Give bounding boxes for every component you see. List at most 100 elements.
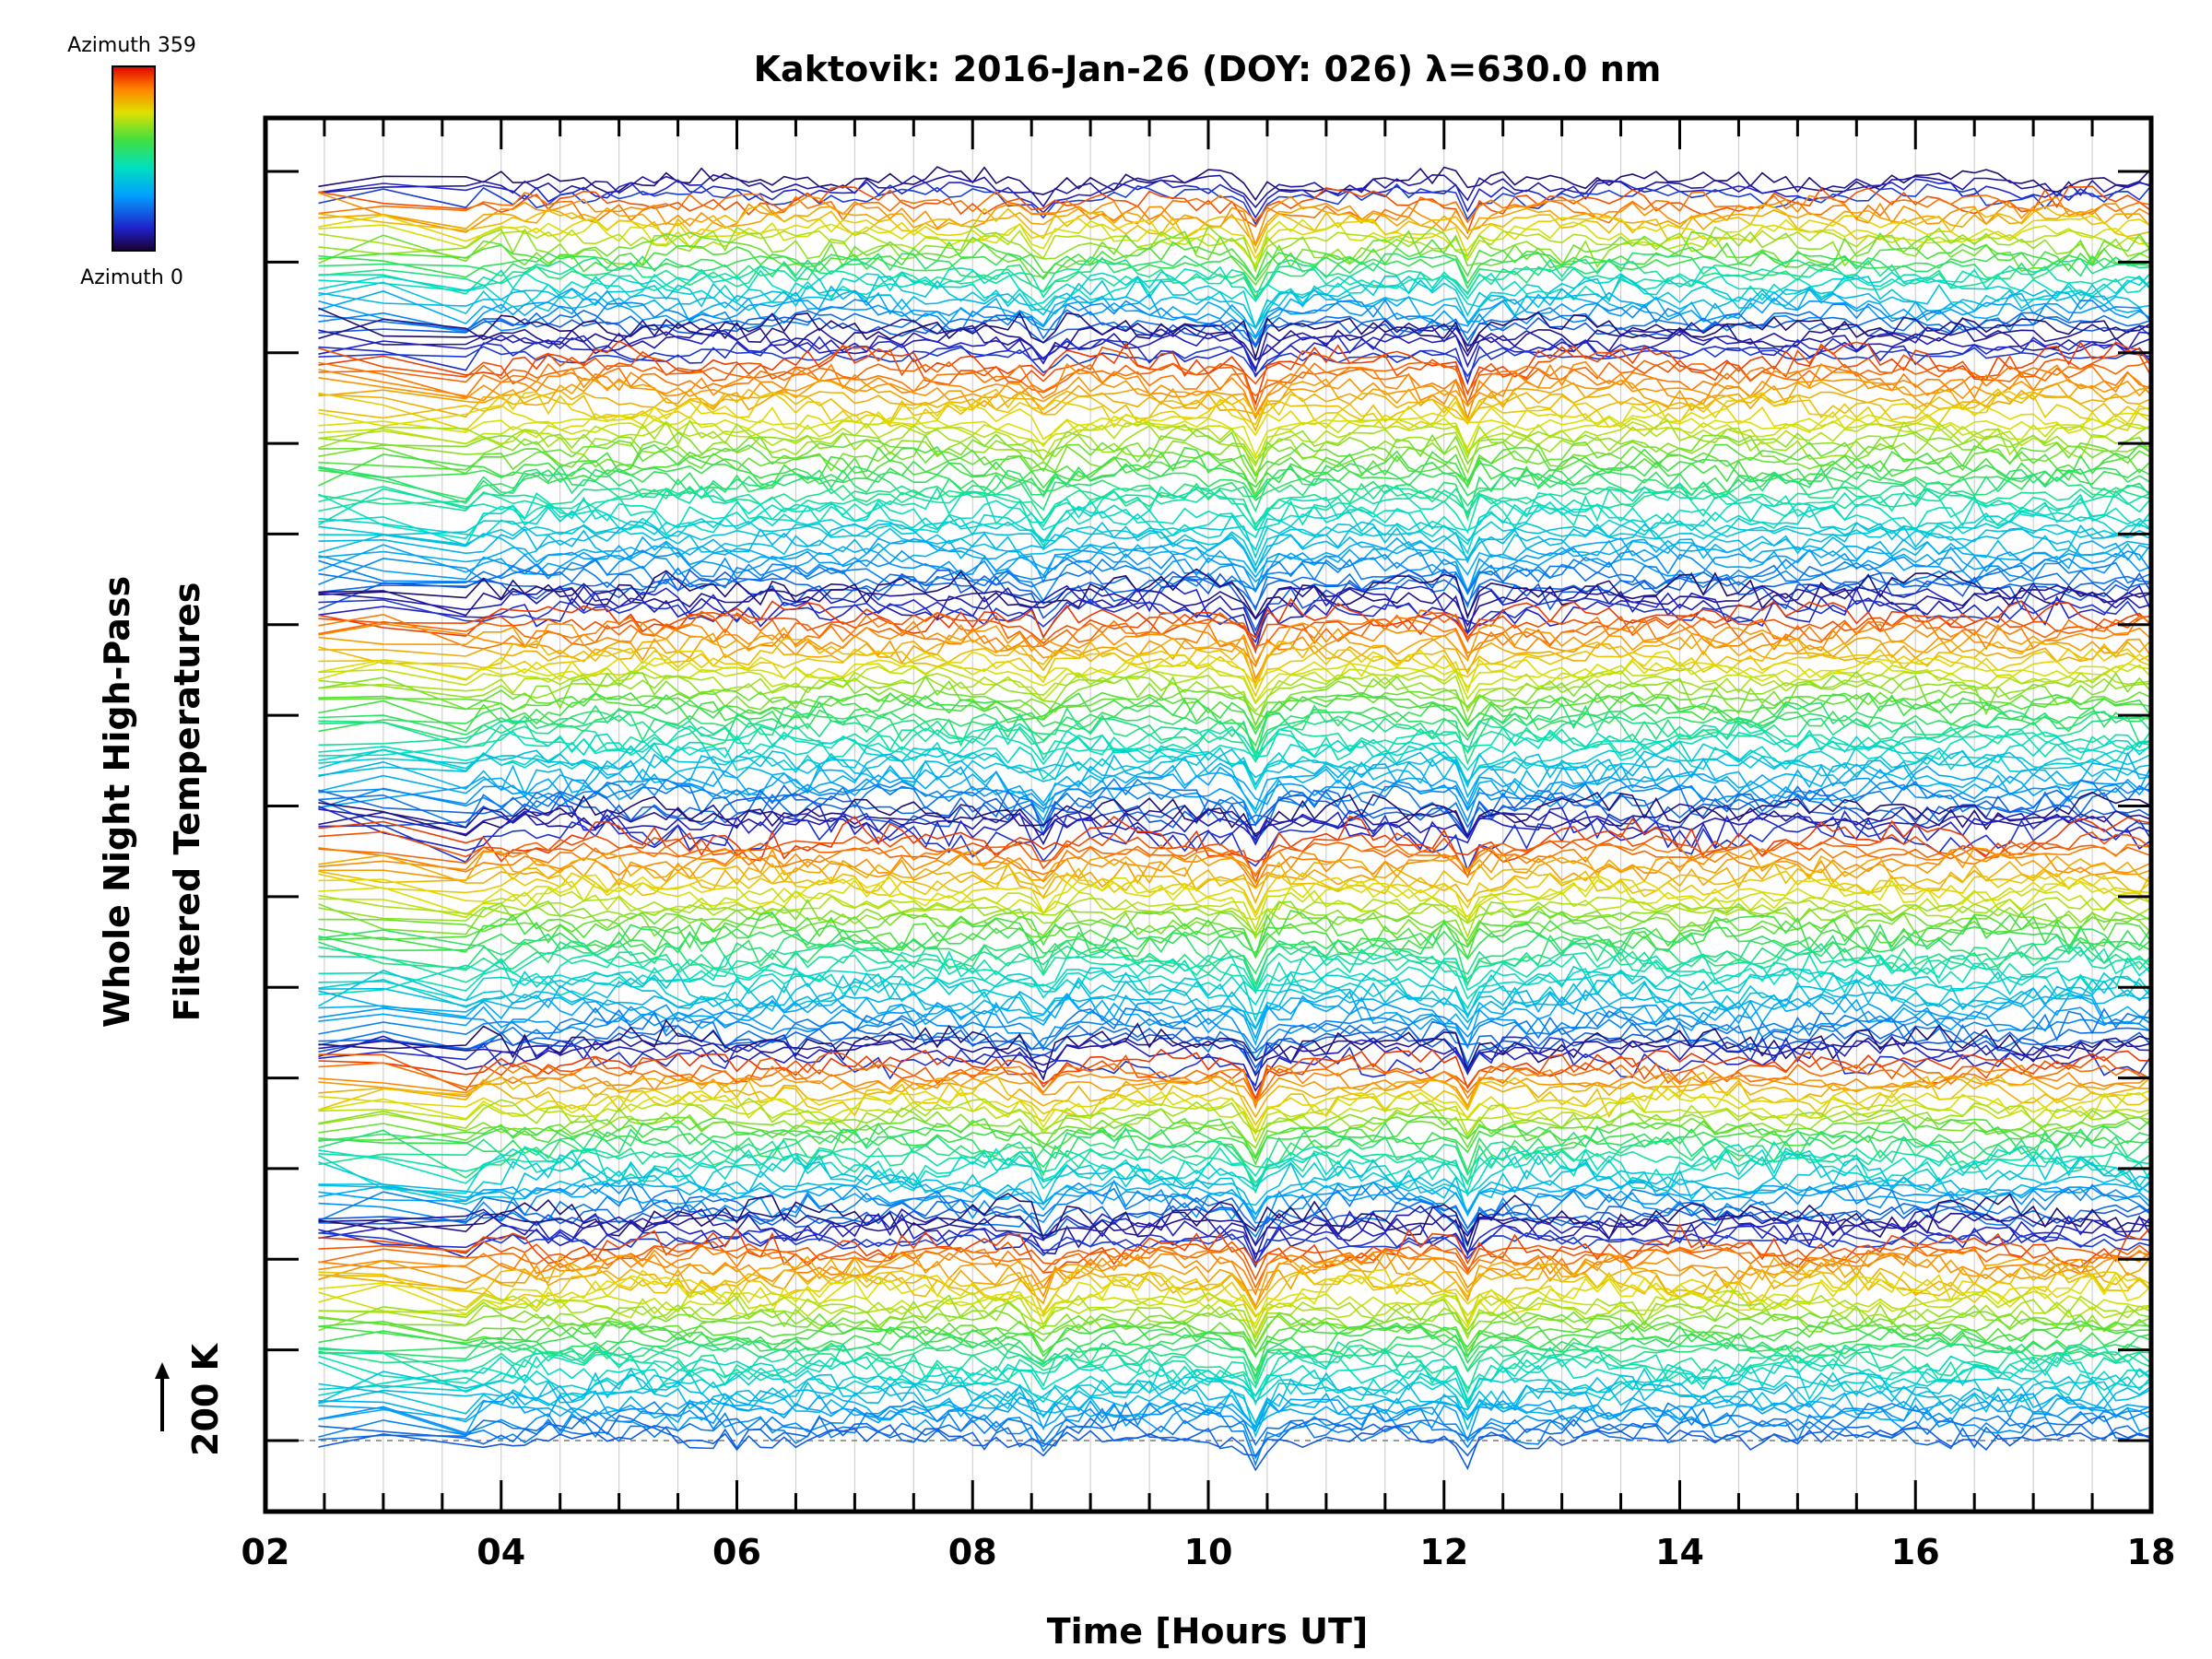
series-line	[318, 420, 2152, 467]
y-axis-label-line1: Whole Night High-Pass	[97, 576, 137, 1028]
series-line	[318, 1116, 2152, 1159]
series-line	[318, 664, 2152, 705]
series-line	[318, 335, 2152, 385]
series-line	[318, 740, 2152, 787]
series-line	[318, 1288, 2152, 1318]
series-line	[318, 299, 2152, 347]
series-line	[318, 1184, 2152, 1221]
series-line	[318, 977, 2152, 1030]
series-line	[318, 1076, 2151, 1108]
series-line	[318, 965, 2152, 1023]
series-line	[318, 523, 2152, 568]
series-line	[318, 1245, 2152, 1289]
x-tick-labels: 02 04 06 08 10 12 14 16 18	[241, 1532, 2176, 1572]
series-line	[318, 1250, 2152, 1310]
series-line	[318, 1371, 2152, 1431]
series-line	[318, 1001, 2152, 1062]
plot-frame	[263, 115, 2154, 1514]
series-line	[318, 968, 2152, 1010]
series-line	[318, 940, 2152, 991]
series-line	[318, 1268, 2152, 1336]
series-line	[318, 345, 2152, 406]
series-line	[318, 504, 2152, 552]
series-line	[318, 492, 2152, 540]
series-line	[318, 670, 2152, 719]
series-line	[318, 391, 2152, 431]
series-line	[318, 993, 2152, 1050]
series-line	[318, 714, 2152, 764]
x-tick-label: 04	[477, 1532, 525, 1572]
series-line	[318, 1342, 2152, 1386]
series-line	[318, 668, 2152, 713]
x-tick-label: 02	[241, 1532, 290, 1572]
series-line	[318, 688, 2152, 726]
series-line	[318, 697, 2152, 735]
series-line	[318, 569, 2152, 632]
colorbar-min-label: Azimuth 0	[80, 266, 183, 289]
series-line	[318, 270, 2152, 330]
series-line	[318, 874, 2152, 924]
series-line	[318, 582, 2152, 639]
y-axis-label: Whole Night High-Pass Filtered Temperatu…	[97, 576, 207, 1028]
series-line	[318, 622, 2152, 665]
series-line	[318, 1414, 2152, 1457]
series-line	[318, 285, 2152, 340]
series-line	[318, 360, 2152, 421]
series-line	[318, 1341, 2152, 1406]
series-line	[318, 1193, 2152, 1247]
series-line	[318, 660, 2152, 704]
chart-title: Kaktovik: 2016-Jan-26 (DOY: 026) λ=630.0…	[754, 49, 1662, 89]
series-line	[318, 647, 2152, 698]
series-line	[318, 429, 2152, 485]
series-line	[318, 1035, 2152, 1092]
series-line	[318, 1352, 2152, 1406]
scale-bar-label: 200 K	[185, 1342, 226, 1456]
series-line	[318, 1146, 2152, 1197]
series-line	[318, 178, 2152, 219]
series-lines	[318, 166, 2152, 1472]
series-line	[318, 869, 2152, 914]
series-line	[318, 1400, 2152, 1467]
series-line	[318, 309, 2152, 348]
series-line	[318, 574, 2152, 609]
x-tick-label: 06	[712, 1532, 761, 1572]
scale-bar-arrowhead	[155, 1362, 170, 1379]
series-line	[318, 710, 2152, 755]
series-line	[318, 853, 2152, 905]
series-line	[318, 255, 2152, 300]
series-line	[318, 582, 2152, 628]
series-line	[318, 388, 2152, 424]
series-line	[318, 847, 2152, 883]
series-line	[318, 779, 2152, 825]
series-line	[318, 1115, 2152, 1166]
series-line	[318, 597, 2152, 640]
series-line	[318, 1085, 2152, 1135]
series-line	[318, 218, 2152, 267]
colorbar-gradient	[112, 65, 156, 252]
series-line	[318, 418, 2152, 477]
series-line	[318, 361, 2152, 413]
series-line	[318, 182, 2152, 226]
x-tick-label: 18	[2127, 1532, 2176, 1572]
series-line	[318, 558, 2152, 609]
series-line	[318, 316, 2152, 361]
series-line	[318, 842, 2152, 889]
series-line	[318, 675, 2152, 728]
series-line	[318, 1289, 2152, 1330]
series-line	[318, 464, 2152, 522]
series-line	[318, 784, 2152, 838]
x-tick-label: 10	[1184, 1532, 1233, 1572]
series-line	[318, 229, 2152, 287]
series-line	[318, 173, 2152, 209]
series-line	[318, 1097, 2152, 1134]
series-line	[318, 635, 2152, 686]
series-line	[318, 732, 2152, 791]
series-line	[318, 1088, 2152, 1133]
series-line	[318, 496, 2152, 555]
series-line	[318, 482, 2152, 547]
series-line	[318, 224, 2152, 274]
series-line	[318, 1367, 2152, 1439]
series-line	[318, 377, 2152, 425]
scale-bar: 200 K	[155, 1342, 226, 1456]
series-line	[318, 214, 2152, 260]
